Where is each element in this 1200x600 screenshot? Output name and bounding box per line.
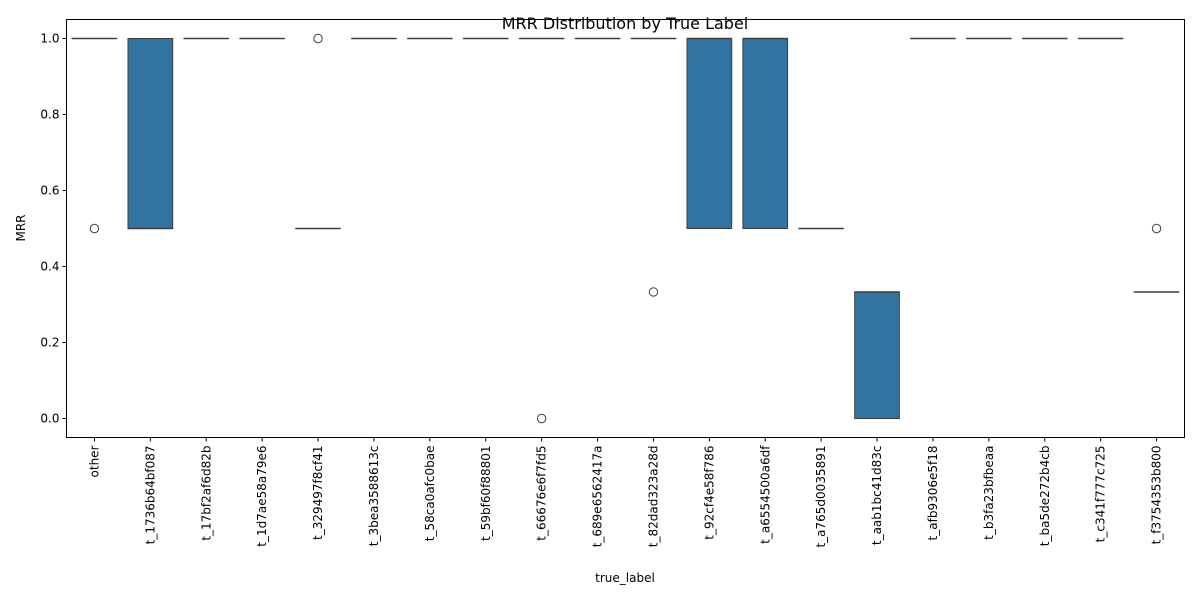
box-iqr	[854, 291, 900, 419]
box-t_a6554500a6df	[742, 37, 789, 229]
x-tick-label: t_689e6562417a	[591, 446, 605, 548]
x-tick-label: t_afb9306e5f18	[926, 446, 940, 541]
x-tick-label: t_b3fa23bfbeaa	[982, 446, 996, 540]
y-tick-label: 0.6	[40, 184, 59, 198]
plot-area	[71, 33, 1180, 424]
x-tick-label: t_329497f8cf41	[311, 446, 325, 540]
y-tick-label: 0.8	[40, 108, 59, 122]
box-iqr	[686, 38, 733, 229]
x-tick-label: t_1d7ae58a79e6	[255, 446, 269, 547]
x-tick-label: t_c341f777c725	[1094, 446, 1108, 543]
y-axis-label: MRR	[14, 214, 28, 241]
y-tick-label: 1.0	[40, 32, 59, 46]
x-tick-label: t_f3754353b800	[1150, 446, 1164, 545]
plot-frame	[66, 19, 1185, 438]
outlier-point	[89, 223, 100, 234]
outlier-point	[313, 33, 323, 44]
x-tick-label: t_1736b64bf087	[143, 446, 157, 545]
x-tick-label: t_82dad323a28d	[646, 446, 660, 548]
box-t_66676e6f7fd5	[518, 37, 565, 424]
x-axis-label: true_label	[595, 571, 655, 585]
x-tick-label: t_3bea3588613c	[367, 446, 381, 547]
x-tick-label: t_17bf2af6d82b	[199, 446, 213, 541]
x-axis: other t_1736b64bf087 t_17bf2af6d82b t_1d7ae…	[87, 437, 1164, 548]
outlier-point	[1151, 223, 1162, 234]
box-t_82dad323a28d	[630, 37, 677, 297]
chart-title: MRR Distribution by True Label	[502, 14, 749, 33]
x-tick-label: t_ba5de272b4cb	[1038, 446, 1052, 547]
y-tick-label: 0.2	[40, 336, 59, 350]
box-t_92cf4e58f786	[686, 37, 733, 229]
box-t_1736b64bf087	[127, 38, 174, 230]
x-tick-label: t_92cf4e58f786	[702, 446, 716, 540]
x-tick-label: other	[87, 445, 101, 477]
y-tick-label: 0.0	[40, 412, 59, 426]
box-t_aab1bc41d83c	[854, 291, 900, 419]
x-tick-label: t_aab1bc41d83c	[870, 446, 884, 546]
x-tick-label: t_58ca0afc0bae	[423, 446, 437, 542]
y-tick-label: 0.4	[40, 260, 59, 274]
y-axis: 0.0 0.2 0.4 0.6 0.8 1.0	[40, 32, 67, 426]
x-tick-label: t_59bf60f88801	[479, 446, 493, 541]
outlier-point	[648, 287, 659, 297]
x-tick-label: t_a765d0035891	[814, 446, 828, 548]
box-iqr	[742, 38, 789, 229]
box-iqr	[127, 38, 174, 229]
outlier-point	[536, 413, 547, 424]
x-tick-label: t_66676e6f7fd5	[535, 446, 549, 541]
box-t_329497f8cf41	[295, 33, 341, 230]
box-t_f3754353b800	[1133, 223, 1180, 293]
box-other	[71, 37, 118, 234]
x-tick-label: t_a6554500a6df	[758, 445, 772, 544]
